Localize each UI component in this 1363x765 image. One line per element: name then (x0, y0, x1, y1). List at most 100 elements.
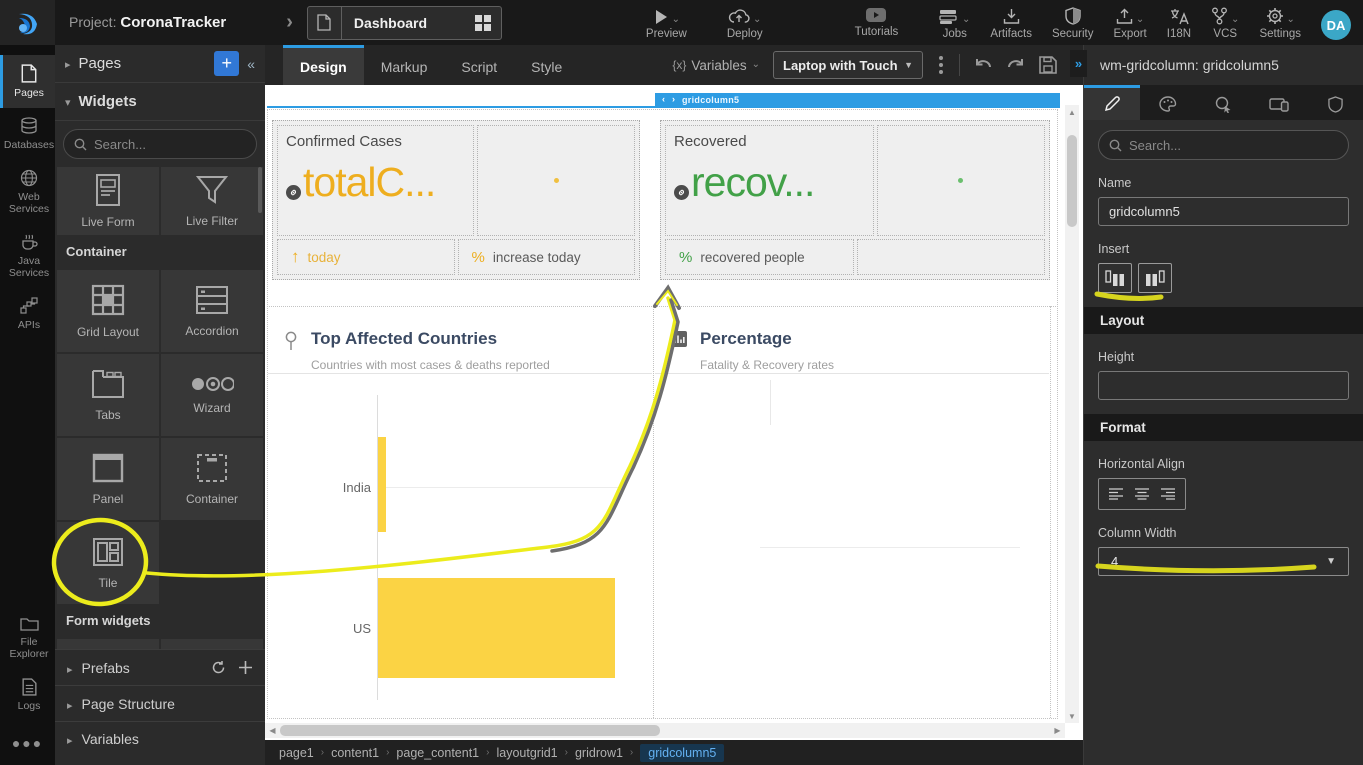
rail-item-logs[interactable]: Logs (0, 669, 55, 721)
selection-label-bar[interactable]: ‹ › gridcolumn5 (655, 93, 1060, 106)
page-structure-expand-icon[interactable] (67, 696, 73, 712)
column-width-select[interactable]: 4 ▼ (1098, 547, 1349, 576)
deploy-button[interactable]: ⌄ Deploy (727, 5, 763, 40)
deploy-chevron-icon[interactable]: ⌄ (753, 14, 762, 25)
recovered-chart-cell[interactable] (876, 125, 1045, 236)
horizontal-scroll-thumb[interactable] (280, 725, 660, 736)
device-select[interactable]: Laptop with Touch ▼ (773, 51, 923, 79)
collapse-palette-button[interactable]: « (247, 55, 255, 72)
rail-item-file-explorer[interactable]: File Explorer (0, 607, 55, 669)
widget-panel[interactable]: Panel (57, 438, 159, 520)
recovered-card[interactable]: Recovered recov... % recovered people (660, 120, 1050, 280)
binding-link-icon[interactable] (286, 185, 301, 200)
bar-india[interactable] (378, 437, 386, 532)
save-button[interactable] (1039, 56, 1057, 74)
widgets-expand-icon[interactable] (65, 93, 71, 111)
widget-tabs[interactable]: Tabs (57, 354, 159, 436)
crumb-layoutgrid1[interactable]: layoutgrid1 (496, 745, 558, 760)
confirmed-cases-main-cell[interactable]: Confirmed Cases totalC... (277, 125, 475, 236)
variables-expand-icon[interactable] (67, 731, 73, 747)
recovered-people-cell[interactable]: % recovered people (665, 239, 854, 275)
insert-column-left-button[interactable] (1098, 263, 1132, 293)
preview-button[interactable]: ⌄ Preview (646, 5, 687, 40)
page-structure-section[interactable]: Page Structure (55, 685, 265, 721)
tab-security[interactable] (1307, 85, 1363, 120)
widget-live-form[interactable]: Live Form (57, 167, 159, 235)
i18n-button[interactable]: I18N (1167, 8, 1191, 40)
export-button[interactable]: ⌄ Export (1114, 5, 1147, 40)
crumb-gridrow1[interactable]: gridrow1 (574, 745, 623, 760)
scroll-left-button[interactable] (265, 726, 280, 735)
settings-button[interactable]: ⌄ Settings (1259, 5, 1301, 40)
widget-wizard[interactable]: Wizard (161, 354, 263, 436)
scroll-up-button[interactable] (1065, 105, 1079, 119)
crumb-content1[interactable]: content1 (331, 745, 380, 760)
tab-style[interactable]: Style (531, 58, 563, 75)
recovered-empty-cell[interactable] (856, 239, 1045, 275)
name-input[interactable] (1098, 197, 1349, 226)
scroll-right-button[interactable] (1050, 726, 1065, 735)
widget-grid-layout[interactable]: Grid Layout (57, 270, 159, 352)
canvas-horizontal-scrollbar[interactable] (265, 723, 1065, 738)
security-button[interactable]: Security (1052, 7, 1094, 40)
preview-chevron-icon[interactable]: ⌄ (671, 14, 681, 25)
tutorials-button[interactable]: Tutorials (855, 7, 898, 38)
scroll-down-button[interactable] (1065, 709, 1079, 723)
widgets-section-header[interactable]: Widgets (55, 83, 265, 121)
tab-events[interactable] (1196, 85, 1252, 120)
vertical-scroll-thumb[interactable] (1067, 135, 1077, 227)
tab-design[interactable]: Design (283, 45, 364, 85)
widget-accordion[interactable]: Accordion (161, 270, 263, 352)
insert-column-right-button[interactable] (1138, 263, 1172, 293)
widget-container[interactable]: Container (161, 438, 263, 520)
align-left-button[interactable] (1108, 488, 1124, 500)
variables-section[interactable]: Variables (55, 721, 265, 765)
selection-prev-icon[interactable]: ‹ (662, 94, 665, 104)
artifacts-button[interactable]: Artifacts (990, 8, 1032, 40)
pages-section-header[interactable]: Pages + « (55, 45, 265, 83)
vcs-button[interactable]: ⌄ VCS (1211, 5, 1239, 40)
settings-chevron-icon[interactable]: ⌄ (1286, 14, 1295, 25)
tab-markup[interactable]: Markup (380, 58, 428, 75)
refresh-icon[interactable] (211, 660, 226, 675)
rail-item-pages[interactable]: Pages (0, 55, 55, 109)
widget-tile[interactable]: Tile (57, 522, 159, 604)
recovered-main-cell[interactable]: Recovered recov... (665, 125, 874, 236)
expand-inspector-button[interactable]: » (1070, 50, 1087, 77)
wavemaker-logo[interactable] (0, 0, 55, 45)
pages-expand-icon[interactable] (65, 55, 71, 73)
tab-devices[interactable] (1251, 85, 1307, 120)
page-tab-dashboard[interactable]: Dashboard (306, 5, 502, 40)
grid-view-icon[interactable] (474, 14, 491, 31)
crumb-page1[interactable]: page1 (279, 745, 314, 760)
rail-item-databases[interactable]: Databases (0, 108, 55, 160)
crumb-gridcolumn5[interactable]: gridcolumn5 (640, 743, 725, 762)
confirmed-increase-cell[interactable]: % increase today (457, 239, 635, 275)
tab-properties[interactable] (1084, 85, 1140, 120)
align-center-button[interactable] (1134, 488, 1150, 500)
add-prefab-icon[interactable] (238, 660, 253, 675)
user-avatar[interactable]: DA (1321, 10, 1351, 40)
canvas-vertical-scrollbar[interactable] (1065, 105, 1079, 723)
confirmed-today-cell[interactable]: today (277, 239, 455, 275)
property-search-input[interactable] (1129, 137, 1319, 153)
undo-button[interactable] (973, 56, 993, 74)
redo-button[interactable] (1006, 56, 1026, 74)
prefabs-section[interactable]: Prefabs (55, 649, 265, 685)
binding-link-icon[interactable] (674, 185, 689, 200)
jobs-button[interactable]: ⌄ Jobs (939, 5, 970, 40)
selection-next-icon[interactable]: › (672, 94, 675, 104)
add-page-button[interactable]: + (214, 51, 240, 76)
jobs-chevron-icon[interactable]: ⌄ (962, 14, 971, 25)
export-chevron-icon[interactable]: ⌄ (1135, 14, 1145, 25)
tab-script[interactable]: Script (461, 58, 498, 75)
widget-live-filter[interactable]: Live Filter (161, 167, 263, 235)
widget-search-input[interactable] (94, 136, 224, 152)
percentage-panel[interactable]: Percentage Fatality & Recovery rates (655, 307, 1049, 718)
vcs-chevron-icon[interactable]: ⌄ (1231, 14, 1240, 25)
variables-dropdown[interactable]: Variables⌄ (672, 58, 760, 73)
bar-us[interactable] (378, 578, 615, 678)
height-input[interactable] (1098, 371, 1349, 400)
rail-more-button[interactable]: ●●● (11, 735, 44, 751)
confirmed-cases-card[interactable]: Confirmed Cases totalC... today (272, 120, 640, 280)
